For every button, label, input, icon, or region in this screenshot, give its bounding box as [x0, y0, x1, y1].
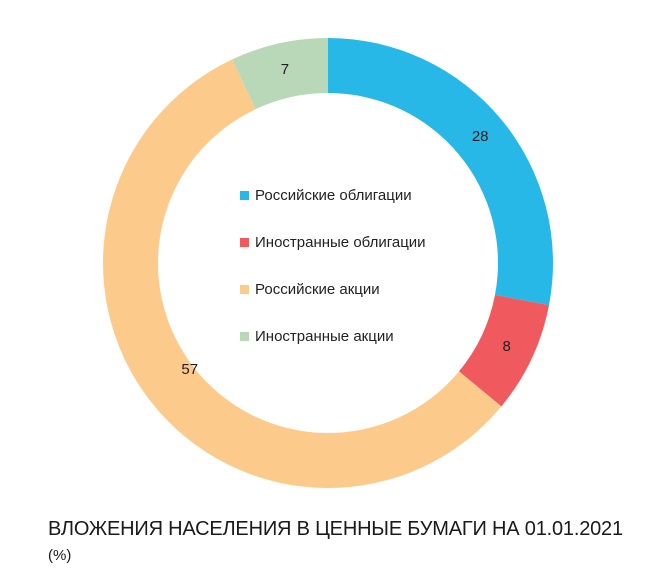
legend-swatch — [240, 237, 249, 247]
slice-value-label: 8 — [503, 338, 511, 355]
donut-slice — [232, 38, 328, 110]
donut-slice — [328, 38, 553, 306]
legend-label: Иностранные облигации — [255, 233, 426, 251]
slice-labels: 28 8 57 7 — [181, 61, 510, 378]
slice-value-label: 57 — [181, 361, 198, 378]
legend-label: Иностранные акции — [255, 327, 394, 345]
donut-slices — [103, 38, 553, 489]
legend-item: Российские акции — [240, 277, 426, 301]
legend-item: Иностранные облигации — [240, 230, 426, 254]
slice-value-label: 7 — [281, 61, 289, 78]
donut-slice — [103, 59, 502, 489]
legend-item: Российские облигации — [240, 183, 426, 207]
legend: Российские облигации Иностранные облигац… — [240, 183, 426, 371]
donut-slice — [458, 294, 550, 407]
slice-value-label: 28 — [472, 128, 489, 145]
chart-subtitle: (%) — [48, 547, 72, 564]
legend-swatch — [240, 190, 249, 200]
legend-label: Российские акции — [255, 280, 380, 298]
donut-chart: 28 8 57 7 — [103, 38, 553, 489]
legend-swatch — [240, 284, 249, 294]
legend-swatch — [240, 331, 249, 341]
legend-label: Российские облигации — [255, 186, 412, 204]
chart-title: ВЛОЖЕНИЯ НАСЕЛЕНИЯ В ЦЕННЫЕ БУМАГИ НА 01… — [48, 518, 623, 540]
legend-item: Иностранные акции — [240, 324, 426, 348]
